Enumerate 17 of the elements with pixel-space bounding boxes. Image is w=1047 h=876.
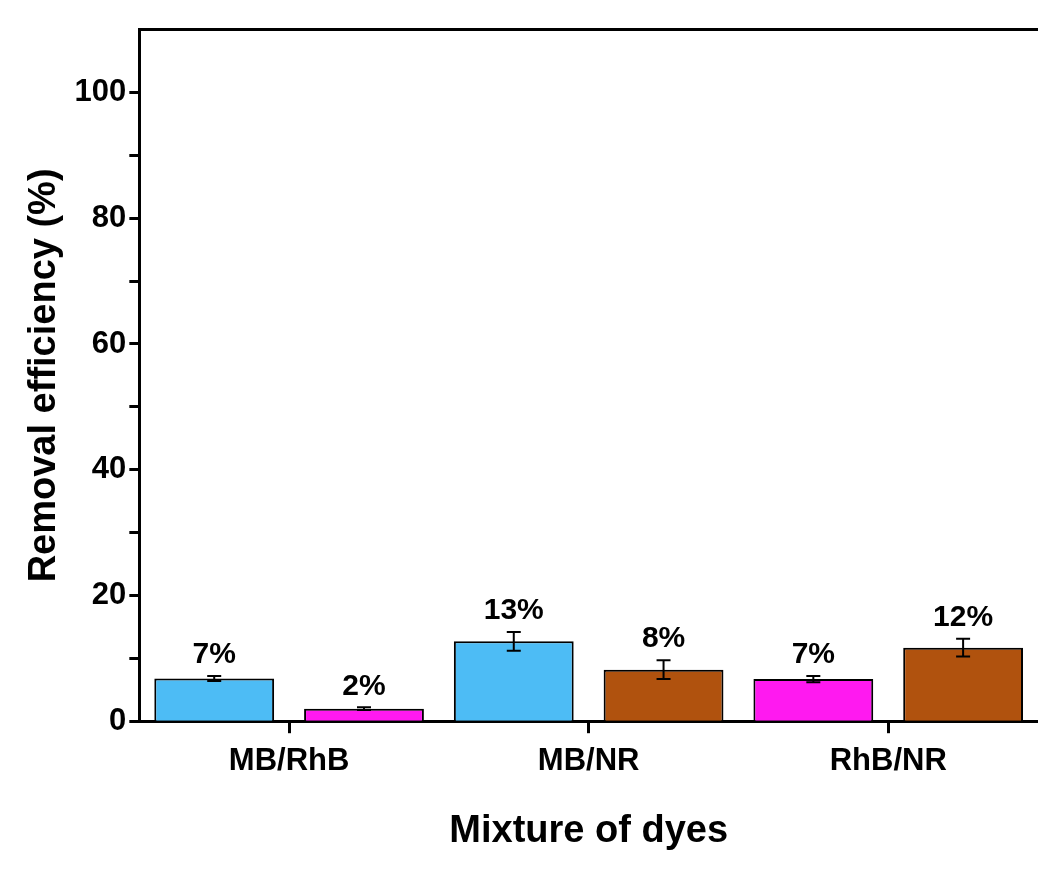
data-label: 7% <box>192 636 236 670</box>
data-label: 7% <box>791 636 836 670</box>
data-label: 13% <box>483 592 544 626</box>
x-tick-label: MB/RhB <box>228 742 350 778</box>
data-label: 8% <box>641 620 686 654</box>
x-tick-label: RhB/NR <box>829 742 947 778</box>
data-label: 2% <box>342 667 386 701</box>
y-tick-label: 40 <box>91 450 127 486</box>
y-tick-label: 100 <box>74 73 127 109</box>
y-axis-title: Removal efficiency (%) <box>21 168 64 583</box>
data-label: 12% <box>933 599 994 633</box>
x-axis-title: Mixture of dyes <box>449 807 729 850</box>
y-tick-label: 60 <box>91 324 127 360</box>
y-tick-label: 80 <box>91 198 127 234</box>
x-tick-label: MB/NR <box>537 742 640 778</box>
y-tick-label: 0 <box>109 701 127 737</box>
y-tick-label: 20 <box>91 576 127 611</box>
